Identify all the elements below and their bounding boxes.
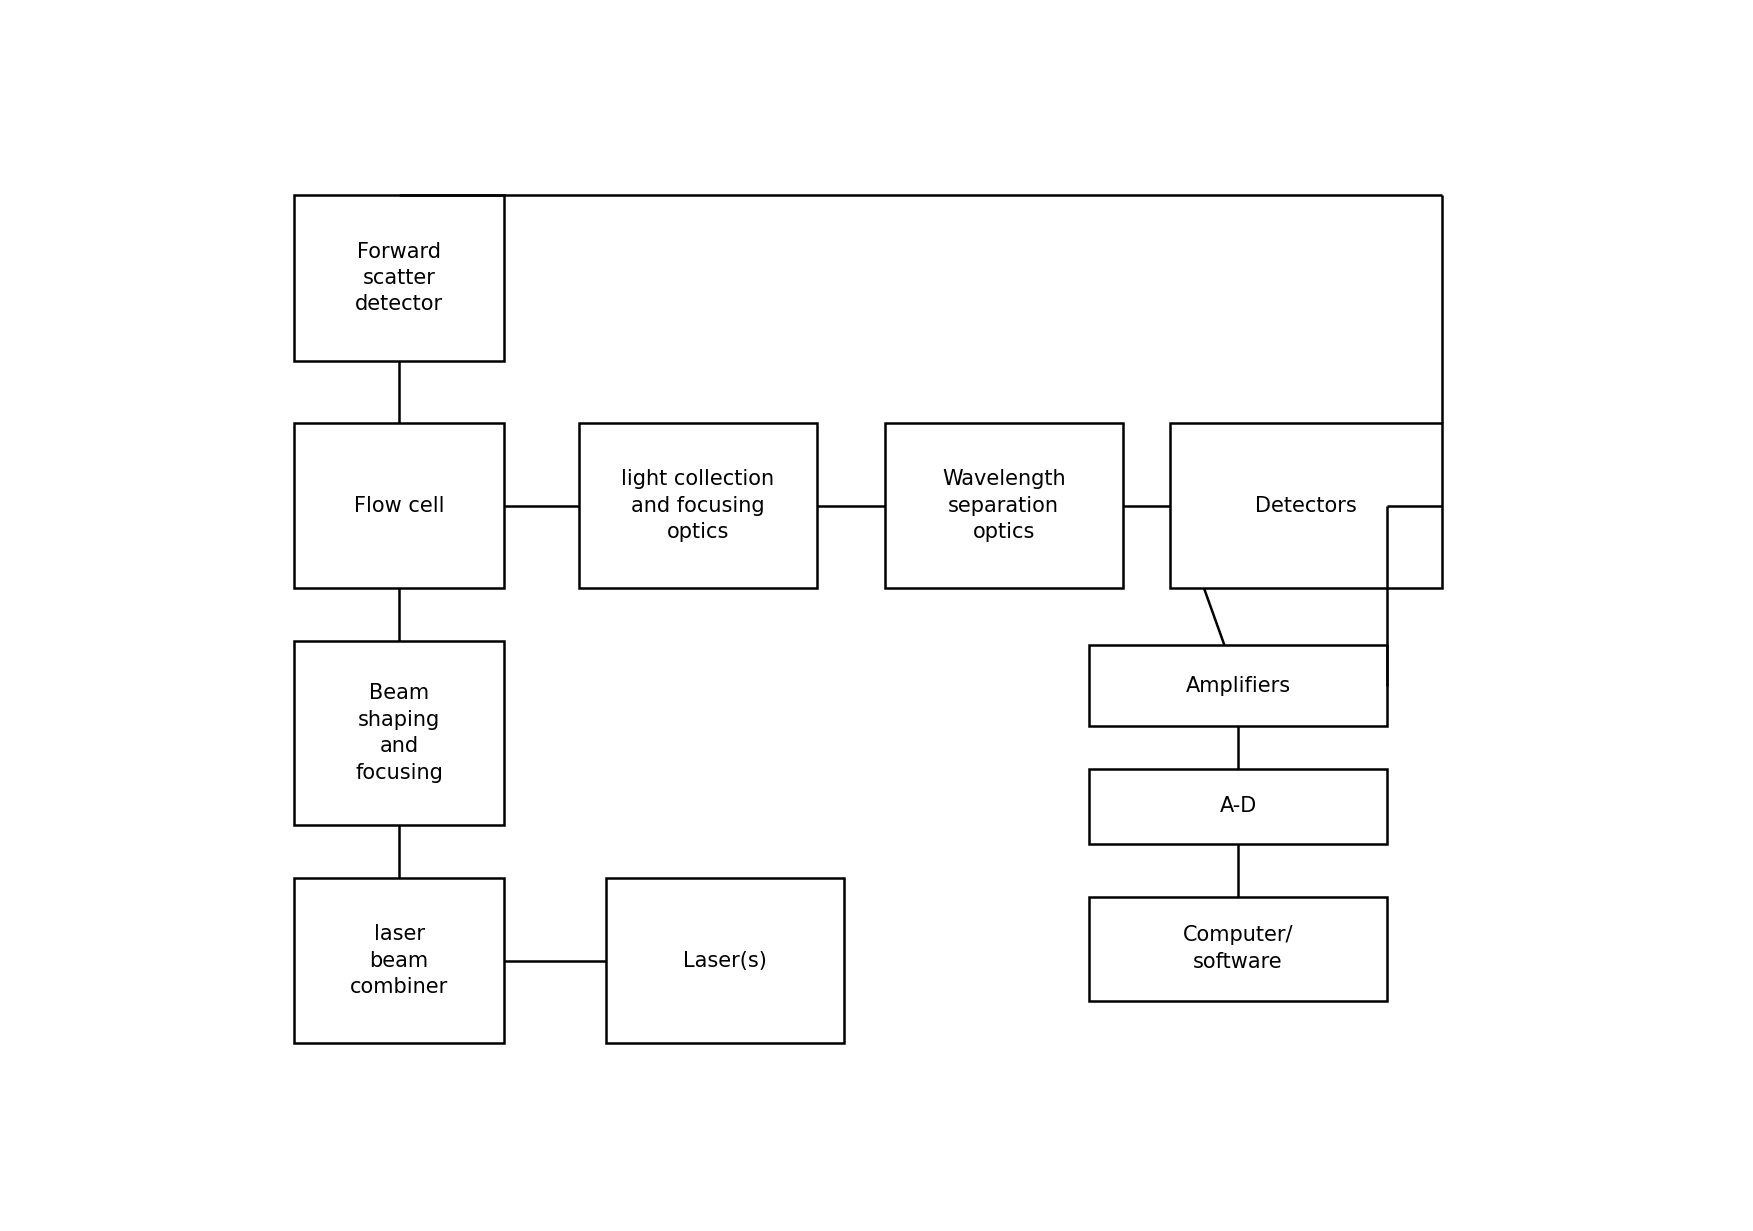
- Text: Detectors: Detectors: [1255, 496, 1357, 516]
- Bar: [295, 422, 505, 588]
- Bar: [1171, 422, 1441, 588]
- Bar: [1089, 896, 1387, 1001]
- Text: Forward
scatter
detector: Forward scatter detector: [356, 241, 444, 314]
- Text: Computer/
software: Computer/ software: [1183, 926, 1294, 971]
- Text: light collection
and focusing
optics: light collection and focusing optics: [622, 469, 775, 542]
- Bar: [295, 640, 505, 826]
- Bar: [295, 196, 505, 361]
- Bar: [295, 878, 505, 1044]
- Bar: [578, 422, 817, 588]
- Text: Laser(s): Laser(s): [684, 950, 768, 970]
- Text: A-D: A-D: [1220, 796, 1257, 816]
- Bar: [1089, 768, 1387, 844]
- Text: Amplifiers: Amplifiers: [1185, 676, 1290, 696]
- Text: laser
beam
combiner: laser beam combiner: [351, 924, 449, 997]
- Bar: [885, 422, 1122, 588]
- Text: Flow cell: Flow cell: [354, 496, 445, 516]
- Text: Beam
shaping
and
focusing: Beam shaping and focusing: [356, 683, 444, 783]
- Text: Wavelength
separation
optics: Wavelength separation optics: [941, 469, 1066, 542]
- Bar: [607, 878, 843, 1044]
- Bar: [1089, 645, 1387, 726]
